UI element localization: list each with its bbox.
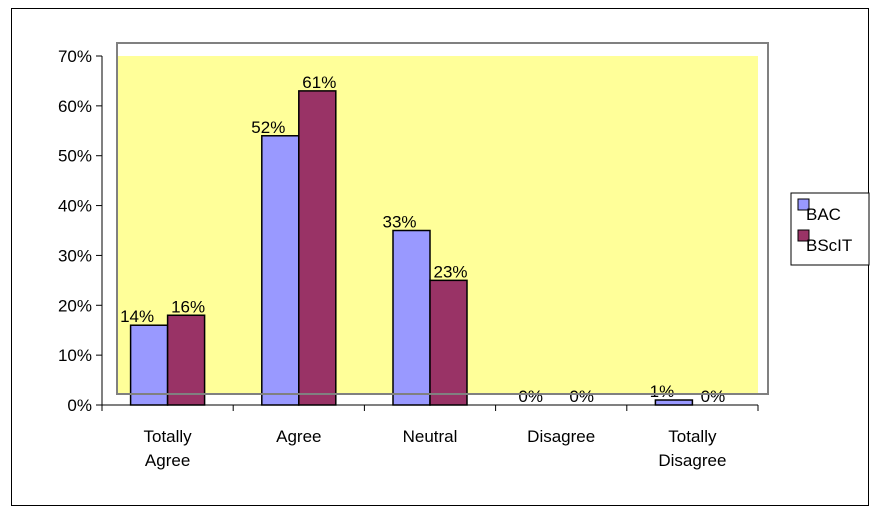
x-category-label: Totally — [668, 427, 717, 446]
bar-bac-0 — [129, 324, 169, 406]
data-label-bscit: 0% — [569, 387, 594, 406]
legend: BAC BScIT — [790, 192, 870, 266]
x-category-label: Agree — [145, 451, 190, 470]
y-tick-label: 10% — [58, 346, 92, 365]
y-tick-label: 0% — [67, 396, 92, 415]
data-label-bac: 52% — [251, 118, 285, 137]
y-tick-label: 20% — [58, 296, 92, 315]
x-category-label: Totally — [144, 427, 193, 446]
plot-area-border — [116, 42, 769, 395]
bar-bac-2 — [392, 229, 431, 406]
bar-bscit-0 — [166, 314, 206, 406]
legend-swatch-bscit — [797, 229, 810, 242]
bar-series — [129, 90, 694, 406]
bar-bscit-2 — [429, 279, 468, 406]
y-tick-label: 50% — [58, 147, 92, 166]
y-axis: 0% 10% 20% 30% 40% 50% 60% 70% — [58, 47, 103, 415]
data-labels: 14% 52% 33% 0% 1% 16% 61% 23% 0% 0% — [120, 73, 725, 406]
legend-label-bscit: BScIT — [806, 236, 852, 255]
data-label-bscit: 0% — [701, 387, 726, 406]
y-tick-label: 60% — [58, 97, 92, 116]
bar-bac-1 — [261, 135, 300, 406]
x-category-label: Neutral — [403, 427, 458, 446]
bar-bac-4 — [654, 399, 694, 406]
bar-bscit-1 — [298, 90, 337, 406]
x-category-label: Disagree — [527, 427, 595, 446]
data-label-bscit: 61% — [302, 73, 336, 92]
data-label-bac: 0% — [518, 387, 543, 406]
legend-label-bac: BAC — [806, 205, 841, 224]
x-category-label: Agree — [276, 427, 321, 446]
x-axis: Totally Agree Agree Neutral Disagree Totally D… — [101, 404, 759, 470]
data-label-bscit: 16% — [171, 297, 205, 316]
y-tick-label: 70% — [58, 47, 92, 66]
y-tick-label: 40% — [58, 197, 92, 216]
x-category-label: Disagree — [658, 451, 726, 470]
data-label-bac: 1% — [650, 382, 675, 401]
y-tick-label: 30% — [58, 246, 92, 265]
data-label-bac: 14% — [120, 307, 154, 326]
legend-swatch-bac — [797, 198, 810, 211]
data-label-bac: 33% — [382, 213, 416, 232]
data-label-bscit: 23% — [433, 262, 467, 281]
